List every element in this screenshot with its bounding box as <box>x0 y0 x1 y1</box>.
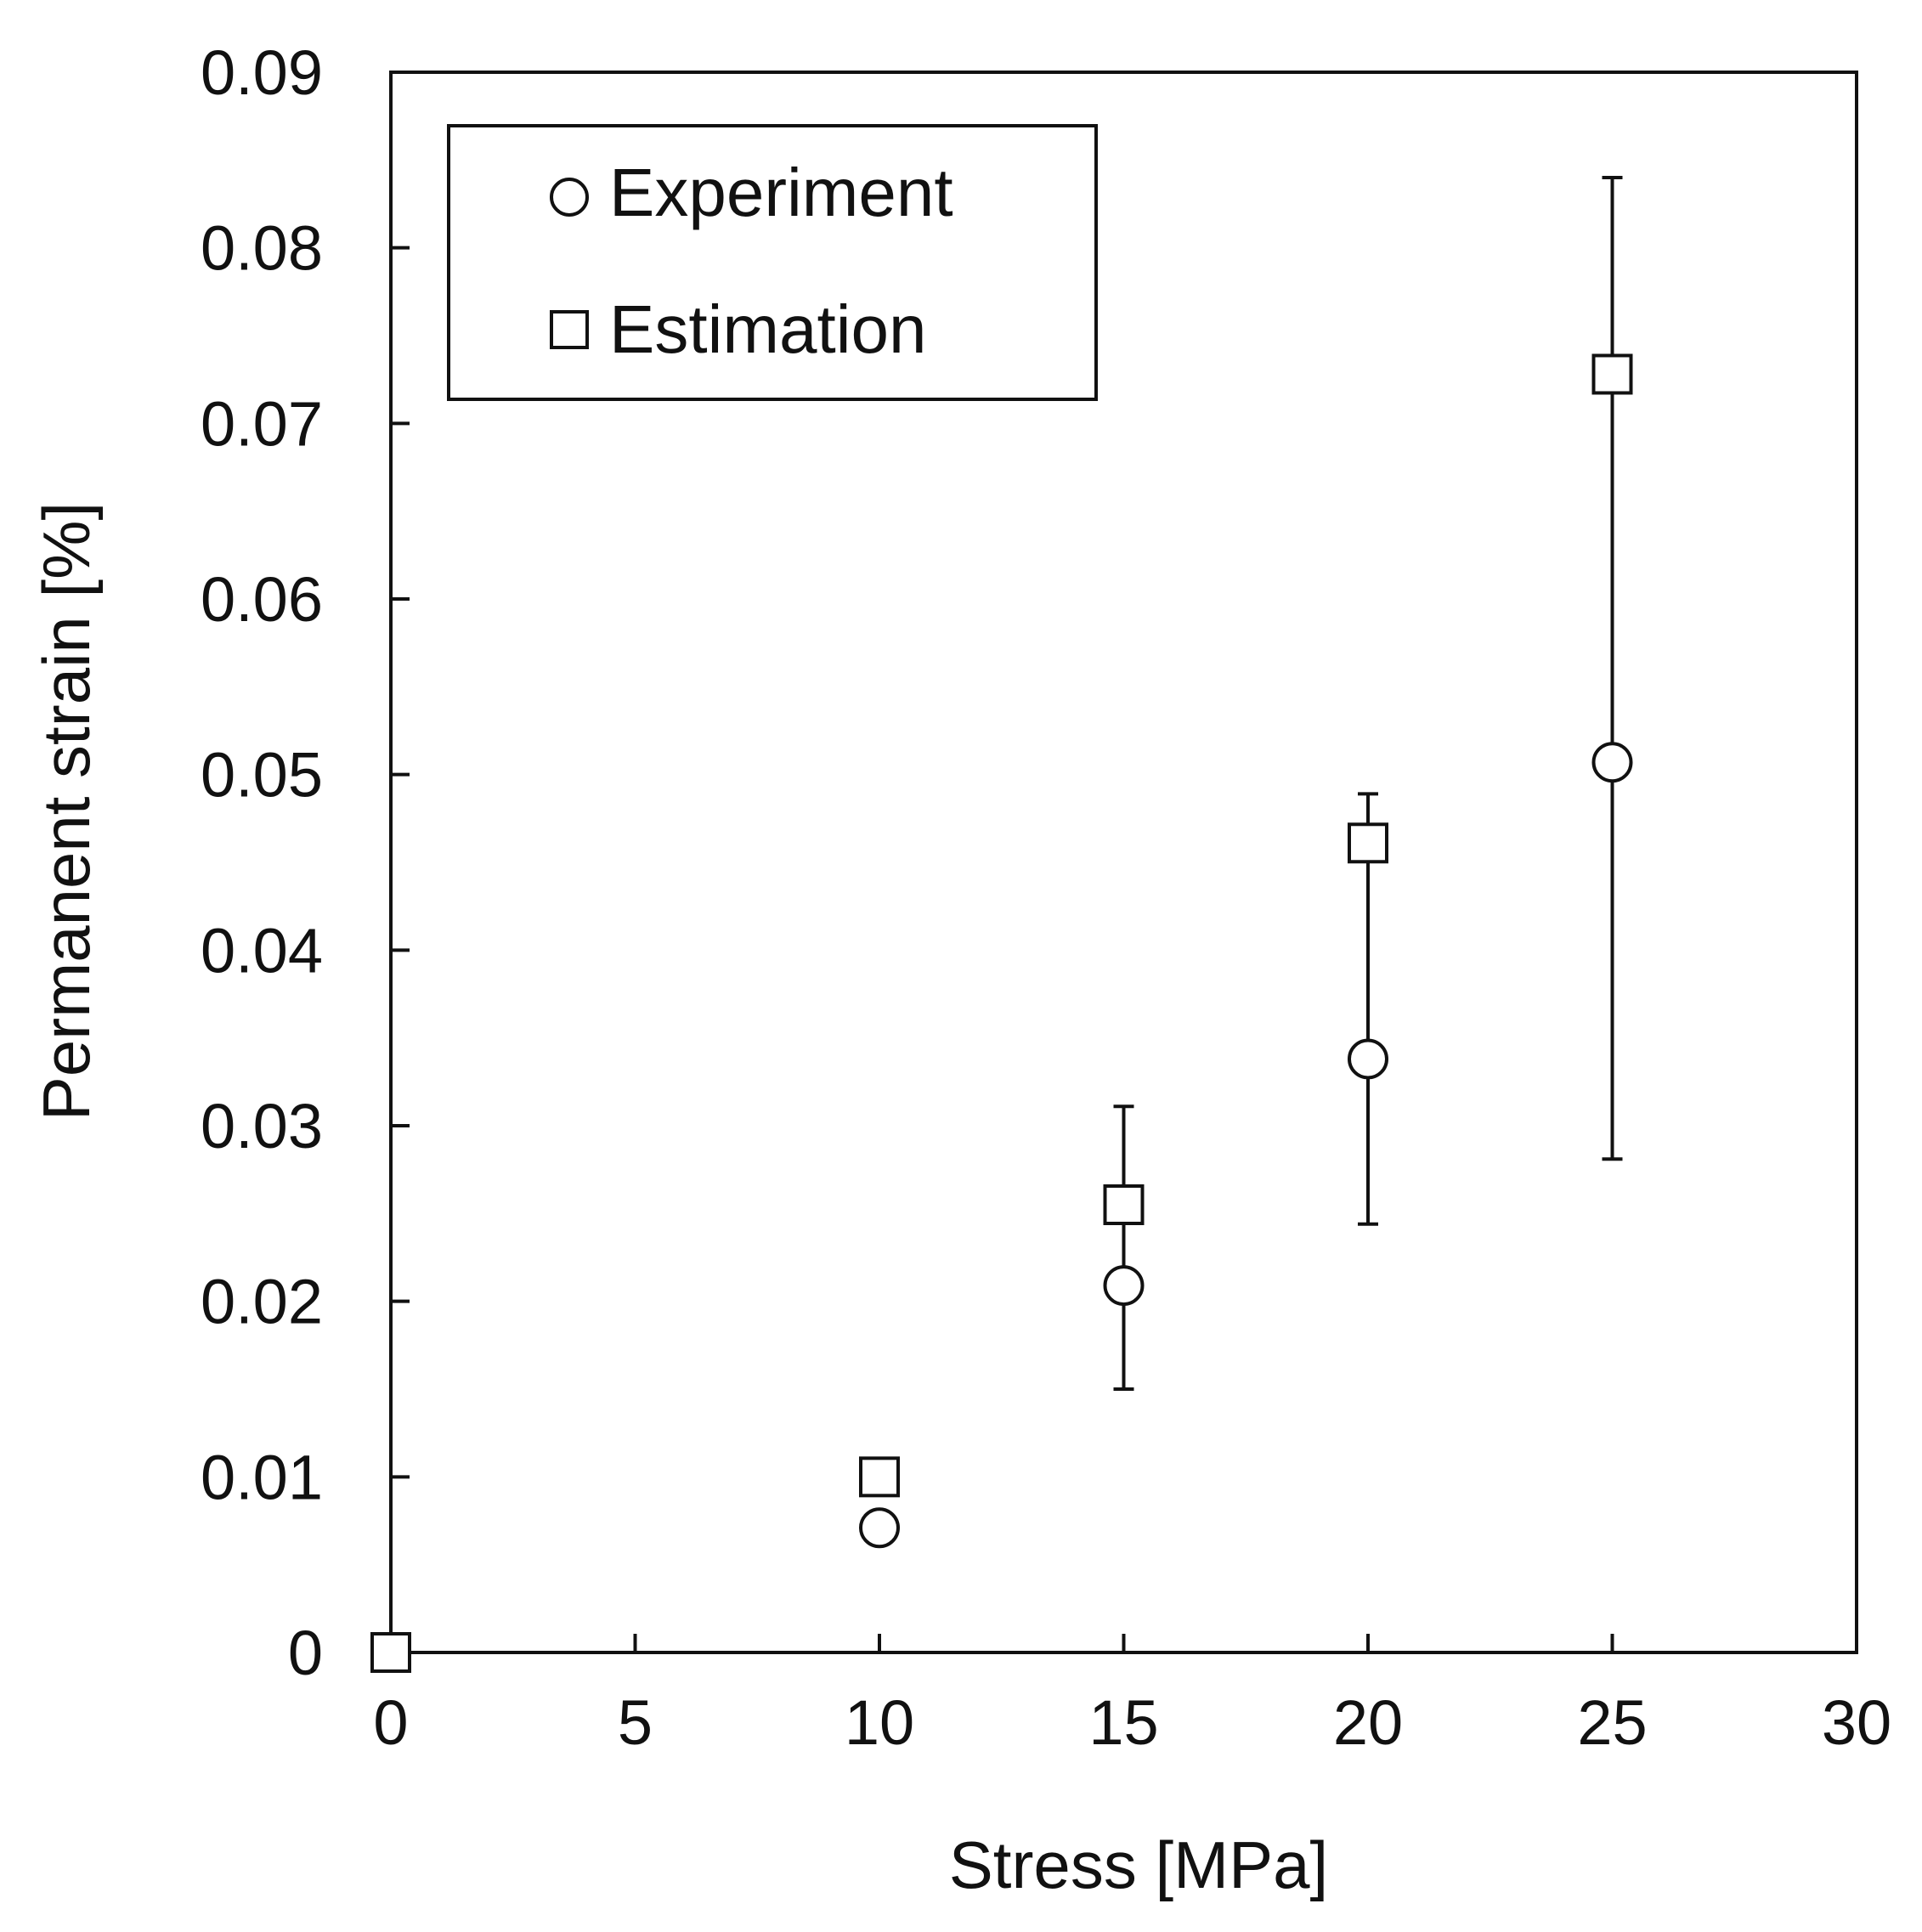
y-tick-label: 0.05 <box>201 740 323 811</box>
estimation-point <box>1103 1184 1145 1225</box>
error-bars <box>1113 176 1623 1391</box>
y-tick-label: 0.08 <box>201 213 323 284</box>
x-tick-label: 15 <box>1088 1687 1158 1758</box>
y-tick-label: 0 <box>288 1618 323 1688</box>
x-axis-title: Stress [MPa] <box>949 1827 1328 1902</box>
experiment-point <box>1591 742 1633 783</box>
y-tick-label: 0.01 <box>201 1442 323 1512</box>
y-axis-title: Permanent strain [%] <box>29 502 104 1121</box>
x-tick-label: 10 <box>845 1687 914 1758</box>
x-axis: 0 5 10 15 20 25 30 <box>373 1634 1891 1758</box>
legend-box <box>447 124 1098 401</box>
experiment-point <box>859 1507 900 1549</box>
legend-estimation-label: Estimation <box>609 291 926 367</box>
x-tick-label: 5 <box>618 1687 653 1758</box>
y-tick-label: 0.09 <box>201 37 323 108</box>
x-tick-label: 20 <box>1333 1687 1403 1758</box>
y-tick-label: 0.04 <box>201 915 323 986</box>
legend-experiment-label: Experiment <box>609 155 953 230</box>
y-axis: 0 0.01 0.02 0.03 0.04 0.05 0.06 0.07 0.08 0.09 <box>201 37 410 1688</box>
experiment-point <box>1348 1038 1388 1080</box>
legend: Experiment Estimation <box>447 124 1098 401</box>
y-tick-label: 0.03 <box>201 1091 323 1161</box>
x-tick-label: 30 <box>1822 1687 1891 1758</box>
data-markers <box>370 353 1633 1673</box>
estimation-point <box>370 1632 411 1673</box>
estimation-point <box>1591 353 1633 395</box>
experiment-point <box>1103 1265 1145 1307</box>
y-tick-label: 0.07 <box>201 388 323 459</box>
y-tick-label: 0.06 <box>201 564 323 635</box>
estimation-point <box>859 1456 900 1498</box>
legend-estimation-marker <box>550 310 589 349</box>
legend-experiment-marker <box>550 178 589 217</box>
y-tick-label: 0.02 <box>201 1267 323 1337</box>
estimation-point <box>1348 822 1388 864</box>
x-tick-label: 25 <box>1577 1687 1647 1758</box>
x-tick-label: 0 <box>373 1687 408 1758</box>
